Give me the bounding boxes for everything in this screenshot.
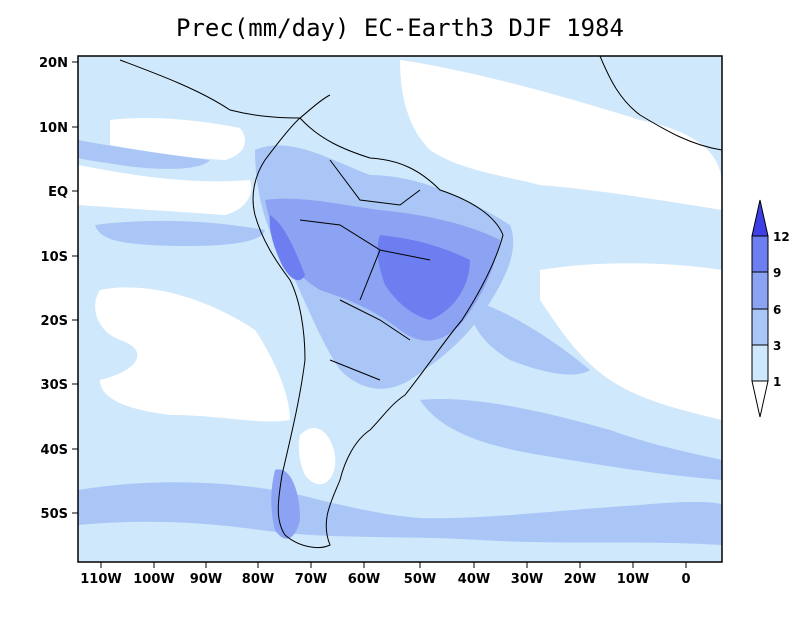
coastlines <box>119 56 722 548</box>
latitude-axis: 20N 10N EQ 10S 20S 30S 40S 50S <box>39 56 78 522</box>
lat-tick-label: 10N <box>39 121 68 136</box>
dry-zone-patagonia <box>298 427 336 485</box>
colorbar-label: 6 <box>773 303 781 317</box>
lat-tick-label: 30S <box>41 378 68 393</box>
lon-tick-label: 50W <box>404 572 436 587</box>
dry-zone-tropical-pacific <box>110 117 245 160</box>
lat-tick-label: 10S <box>41 250 68 265</box>
lat-tick-label: EQ <box>48 185 68 200</box>
colorbar-top-arrow <box>751 199 769 237</box>
map-title: Prec(mm/day) EC-Earth3 DJF 1984 <box>176 14 624 42</box>
longitude-axis: 110W 100W 90W 80W 70W 60W 50W 40W 30W 20… <box>80 562 691 587</box>
lon-tick-label: 40W <box>458 572 490 587</box>
colorbar-segment <box>751 344 769 382</box>
lon-tick-label: 30W <box>511 572 543 587</box>
dry-zone-north-atlantic <box>400 60 722 210</box>
colorbar-segment <box>751 235 769 273</box>
coastline-south-america <box>252 117 504 548</box>
colorbar-segment <box>751 271 769 310</box>
map-frame <box>77 55 723 563</box>
precip-band-southern-ocean <box>78 482 722 545</box>
map-field <box>78 56 722 562</box>
colorbar-label: 12 <box>773 230 790 244</box>
coastline-africa <box>599 56 722 151</box>
dry-zone-east-pacific <box>78 165 252 215</box>
colorbar-label: 1 <box>773 375 781 389</box>
lat-tick-label: 20N <box>39 56 68 71</box>
lon-tick-label: 80W <box>242 572 274 587</box>
precip-band-sacz <box>469 300 590 375</box>
country-borders <box>299 159 431 381</box>
lon-tick-label: 0 <box>681 572 690 587</box>
precip-heavy-patagonia <box>271 469 300 539</box>
lon-tick-label: 100W <box>133 572 174 587</box>
dry-zone-south-atlantic <box>540 263 722 420</box>
precip-band-itcz <box>78 140 210 169</box>
lon-tick-label: 70W <box>295 572 327 587</box>
dry-zone-southeast-pacific <box>95 287 291 422</box>
lon-tick-label: 10W <box>617 572 649 587</box>
lon-tick-label: 20W <box>564 572 596 587</box>
precip-band-south-atlantic-storm <box>420 399 722 480</box>
precip-band-south-pacific <box>95 220 265 247</box>
lat-tick-label: 40S <box>41 443 68 458</box>
colorbar-label: 3 <box>773 339 781 353</box>
lon-tick-label: 60W <box>348 572 380 587</box>
lat-tick-label: 50S <box>41 507 68 522</box>
colorbar-segment <box>751 308 769 346</box>
colorbar-label: 9 <box>773 266 781 280</box>
precip-very-heavy-central-brazil <box>377 235 470 320</box>
colorbar <box>751 199 769 418</box>
coastline-central-america <box>119 59 331 119</box>
lat-tick-label: 20S <box>41 314 68 329</box>
precip-very-heavy-andes <box>269 215 305 281</box>
colorbar-bottom-arrow <box>751 380 769 418</box>
lon-tick-label: 90W <box>190 572 222 587</box>
lon-tick-label: 110W <box>80 572 121 587</box>
